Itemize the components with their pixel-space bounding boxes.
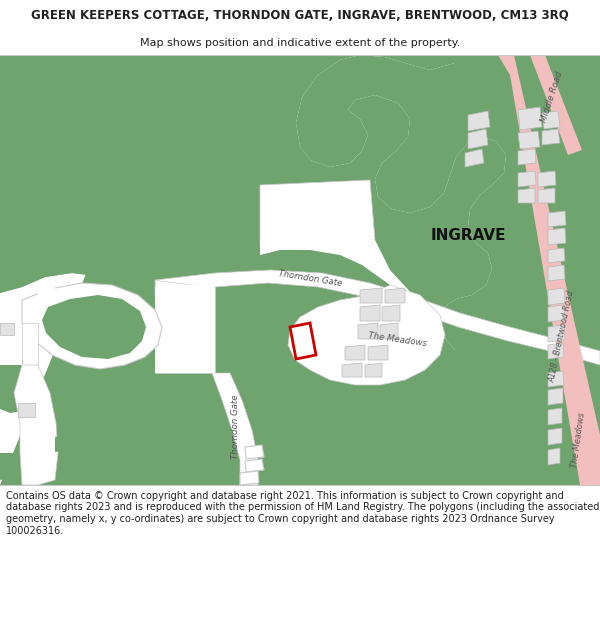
Text: The Meadows: The Meadows xyxy=(569,412,586,468)
Text: A128 - Brentwood Road: A128 - Brentwood Road xyxy=(548,290,576,384)
Polygon shape xyxy=(548,265,565,281)
Polygon shape xyxy=(0,453,35,480)
Polygon shape xyxy=(0,323,14,335)
Polygon shape xyxy=(498,55,600,485)
Text: The Meadows: The Meadows xyxy=(368,331,428,349)
Polygon shape xyxy=(465,149,484,167)
Text: Middle Road: Middle Road xyxy=(539,70,565,124)
Polygon shape xyxy=(155,283,215,373)
Polygon shape xyxy=(0,55,506,485)
Polygon shape xyxy=(296,55,600,485)
Polygon shape xyxy=(548,211,566,227)
Text: GREEN KEEPERS COTTAGE, THORNDON GATE, INGRAVE, BRENTWOOD, CM13 3RQ: GREEN KEEPERS COTTAGE, THORNDON GATE, IN… xyxy=(31,9,569,22)
Text: Contains OS data © Crown copyright and database right 2021. This information is : Contains OS data © Crown copyright and d… xyxy=(6,491,599,536)
Polygon shape xyxy=(368,345,388,360)
Text: Thorndon Gate: Thorndon Gate xyxy=(277,269,343,289)
Polygon shape xyxy=(518,107,542,130)
Polygon shape xyxy=(155,270,600,365)
Polygon shape xyxy=(288,285,445,385)
Polygon shape xyxy=(385,288,405,303)
Polygon shape xyxy=(358,323,378,339)
Polygon shape xyxy=(365,363,382,377)
Polygon shape xyxy=(548,288,565,305)
Polygon shape xyxy=(155,280,215,373)
Polygon shape xyxy=(360,288,382,303)
Polygon shape xyxy=(548,343,564,359)
Polygon shape xyxy=(22,283,162,369)
Text: Map shows position and indicative extent of the property.: Map shows position and indicative extent… xyxy=(140,38,460,48)
Polygon shape xyxy=(245,459,264,472)
Polygon shape xyxy=(548,228,566,245)
Polygon shape xyxy=(212,373,258,485)
Polygon shape xyxy=(468,111,490,131)
Polygon shape xyxy=(38,280,55,295)
Polygon shape xyxy=(18,403,35,417)
Polygon shape xyxy=(548,448,560,465)
Polygon shape xyxy=(542,129,560,145)
Polygon shape xyxy=(55,435,72,452)
Polygon shape xyxy=(530,55,582,155)
Polygon shape xyxy=(548,428,562,445)
Polygon shape xyxy=(382,305,400,321)
Polygon shape xyxy=(548,325,565,342)
Polygon shape xyxy=(0,55,240,293)
Text: Thorndon Gate: Thorndon Gate xyxy=(232,395,241,459)
Polygon shape xyxy=(22,323,38,365)
Polygon shape xyxy=(260,180,375,245)
Polygon shape xyxy=(290,323,316,359)
Polygon shape xyxy=(14,365,58,485)
Polygon shape xyxy=(548,305,565,322)
Polygon shape xyxy=(0,315,22,365)
Polygon shape xyxy=(60,373,260,483)
Polygon shape xyxy=(548,371,564,387)
Polygon shape xyxy=(542,111,560,129)
Polygon shape xyxy=(548,408,562,425)
Polygon shape xyxy=(260,240,415,311)
Polygon shape xyxy=(380,323,398,339)
Polygon shape xyxy=(360,305,380,321)
Polygon shape xyxy=(468,129,488,149)
Polygon shape xyxy=(548,248,565,263)
Polygon shape xyxy=(518,149,536,165)
Polygon shape xyxy=(42,295,146,359)
Polygon shape xyxy=(240,471,259,485)
Polygon shape xyxy=(342,363,362,377)
Text: INGRAVE: INGRAVE xyxy=(430,228,506,242)
Polygon shape xyxy=(0,357,45,413)
Polygon shape xyxy=(538,171,556,187)
Polygon shape xyxy=(538,188,555,203)
Polygon shape xyxy=(548,388,563,405)
Polygon shape xyxy=(518,131,540,149)
Polygon shape xyxy=(0,55,240,293)
Polygon shape xyxy=(518,188,535,203)
Polygon shape xyxy=(345,345,365,360)
Polygon shape xyxy=(518,171,536,187)
Polygon shape xyxy=(245,445,264,459)
